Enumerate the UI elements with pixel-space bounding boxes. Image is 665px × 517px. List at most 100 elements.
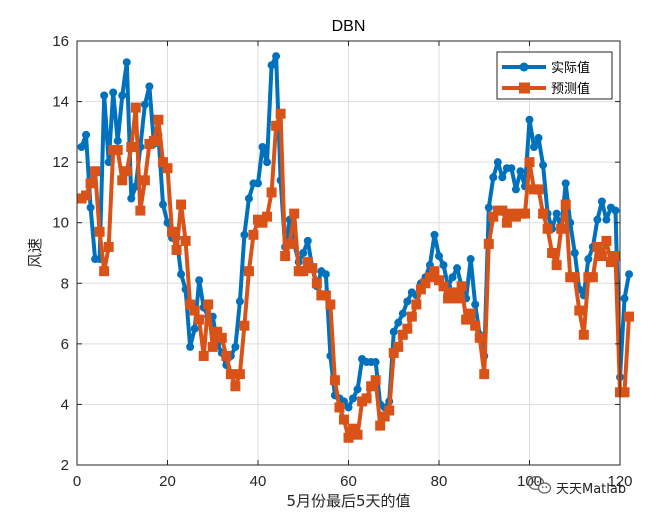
- series-0-point-120: [620, 294, 629, 303]
- series-0-point-61: [353, 385, 362, 394]
- series-1-point-66: [375, 420, 386, 431]
- series-1-point-94: [501, 217, 512, 228]
- series-1-point-49: [298, 266, 309, 277]
- series-0-point-109: [570, 249, 579, 257]
- series-0-point-43: [272, 52, 281, 61]
- series-1-point-117: [605, 257, 616, 268]
- series-0-point-107: [561, 179, 570, 188]
- series-0-point-11: [127, 194, 136, 203]
- series-1-point-61: [352, 429, 363, 440]
- series-1-point-98: [519, 208, 530, 219]
- series-1-point-16: [148, 135, 159, 146]
- series-1-point-85: [461, 314, 472, 325]
- series-0-point-1: [82, 130, 91, 139]
- x-tick-label-6: 120: [607, 473, 632, 490]
- series-1-point-1: [81, 190, 92, 201]
- series-1-point-106: [556, 223, 567, 234]
- series-1-point-28: [203, 299, 214, 310]
- series-1-point-71: [397, 329, 408, 340]
- series-0-point-7: [109, 88, 118, 97]
- series-1-point-6: [103, 241, 114, 252]
- series-1-point-24: [185, 299, 196, 310]
- series-0-point-83: [453, 264, 462, 273]
- series-1-point-111: [578, 329, 589, 340]
- series-0-point-92: [493, 158, 502, 167]
- series-1-point-51: [307, 263, 318, 274]
- series-0-point-96: [511, 185, 520, 194]
- series-1-point-22: [176, 199, 187, 210]
- series-1-point-81: [443, 293, 454, 304]
- wechat-icon: [527, 476, 552, 494]
- series-1-point-69: [388, 347, 399, 358]
- series-1-point-32: [221, 350, 232, 361]
- series-1-point-44: [275, 108, 286, 119]
- series-1-point-75: [415, 284, 426, 295]
- series-0-point-39: [254, 179, 262, 188]
- series-1-point-65: [370, 375, 381, 386]
- legend-label-predicted: 预测值: [551, 81, 590, 97]
- series-1-point-70: [393, 341, 404, 352]
- series-1-point-43: [271, 120, 282, 131]
- series-0-point-69: [389, 327, 398, 336]
- series-0-point-8: [113, 136, 122, 145]
- series-1-point-93: [497, 205, 508, 216]
- series-1-point-33: [225, 369, 236, 380]
- y-tick-label-1: 4: [61, 396, 69, 413]
- series-1-point-116: [601, 235, 612, 246]
- series-1-point-82: [447, 287, 458, 298]
- legend-box: [496, 51, 613, 100]
- series-1-point-30: [212, 326, 223, 337]
- series-1-point-29: [207, 341, 218, 352]
- y-tick-label-2: 6: [61, 336, 69, 353]
- series-1-point-47: [289, 208, 300, 219]
- series-1-point-40: [257, 217, 268, 228]
- series-1-point-102: [538, 208, 549, 219]
- series-0-point-101: [534, 133, 543, 142]
- series-1-point-14: [139, 175, 150, 186]
- series-1-point-60: [348, 423, 359, 434]
- series-1-point-42: [266, 187, 277, 198]
- x-tick-label-1: 20: [159, 473, 176, 490]
- series-1-point-90: [483, 238, 494, 249]
- series-0-point-121: [625, 270, 634, 279]
- series-0-point-22: [177, 270, 186, 279]
- series-1-point-31: [216, 332, 227, 343]
- legend-entry-predicted: 预测值: [502, 81, 590, 97]
- series-1: [76, 102, 635, 443]
- series-0-point-87: [471, 300, 480, 309]
- series-1-point-114: [592, 241, 603, 252]
- series-1-point-101: [533, 184, 544, 195]
- x-tick-label-2: 40: [250, 473, 267, 490]
- series-1-point-103: [542, 223, 553, 234]
- series-1-point-18: [157, 157, 168, 168]
- series-1-point-3: [90, 166, 101, 177]
- x-tick-label-4: 80: [431, 473, 448, 490]
- series-1-point-107: [560, 199, 571, 210]
- series-1-point-35: [234, 369, 245, 380]
- chart-title: DBN: [332, 18, 366, 35]
- series-1-point-86: [465, 308, 476, 319]
- series-1-point-109: [569, 272, 580, 283]
- series-0-point-49: [299, 249, 308, 257]
- series-1-point-4: [94, 226, 105, 237]
- series-0-point-42: [267, 61, 276, 70]
- series-1-point-54: [320, 290, 331, 301]
- series-0-point-93: [498, 173, 507, 182]
- series-1-point-87: [470, 320, 481, 331]
- series-layer: [76, 52, 635, 443]
- series-0-point-5: [100, 91, 109, 100]
- x-axis-label: 5月份最后5天的值: [286, 492, 410, 510]
- series-1-point-80: [438, 281, 449, 292]
- series-1-point-74: [411, 299, 422, 310]
- legend-label-actual: 实际值: [551, 60, 590, 76]
- y-tick-label-7: 16: [52, 33, 69, 50]
- legend-marker-actual: [519, 62, 529, 72]
- legend-marker-predicted: [519, 82, 530, 94]
- series-0-point-72: [403, 297, 412, 306]
- series-1-point-8: [112, 145, 123, 156]
- series-1-point-26: [194, 314, 205, 325]
- series-1-point-46: [284, 238, 295, 249]
- series-0-point-9: [118, 91, 127, 100]
